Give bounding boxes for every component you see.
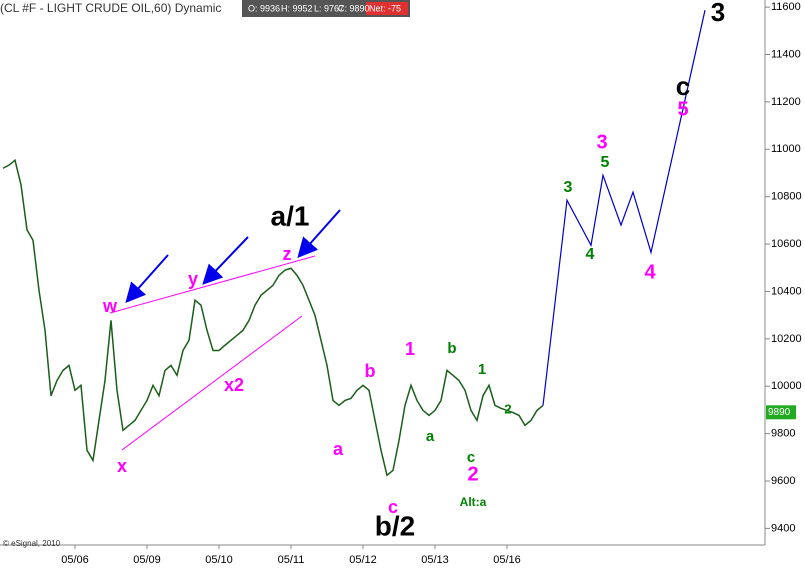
copyright: © eSignal, 2010 (3, 539, 61, 548)
last-price: 9890 (768, 407, 791, 418)
wave-label: 3 (711, 0, 725, 27)
wave-label: Alt:a (460, 495, 487, 509)
y-tick-label: 10600 (771, 238, 802, 250)
x-tick-label: 05/13 (421, 554, 449, 566)
ohlc: O: 9936 H: 9952 L: 9767 C: 9890 Net: -75 (248, 3, 401, 13)
series-line (542, 10, 706, 406)
wave-label: a (426, 428, 435, 445)
series-line (2, 158, 544, 477)
wave-label: 4 (586, 246, 595, 263)
chart-title: (CL #F - LIGHT CRUDE OIL,60) Dynamic (0, 1, 221, 15)
y-tick-label: 11200 (771, 96, 801, 108)
y-tick-label: 10400 (771, 285, 802, 297)
ohlc-low: L: 9767 (314, 3, 344, 13)
ohlc-open: O: 9936 (248, 3, 280, 13)
wave-label: w (102, 296, 118, 316)
wave-label: y (188, 269, 198, 289)
wave-label: z (283, 244, 292, 264)
wave-label: 5 (677, 98, 688, 120)
x-tick-label: 05/16 (493, 554, 521, 566)
wave-label: 5 (601, 154, 610, 171)
y-tick-label: 9400 (771, 522, 795, 534)
x-tick-label: 05/06 (61, 554, 89, 566)
y-tick-label: 10000 (771, 380, 802, 392)
wave-label: 3 (564, 179, 573, 196)
y-tick-label: 11000 (771, 143, 801, 155)
wave-label: 1 (405, 339, 415, 359)
ohlc-high: H: 9952 (281, 3, 313, 13)
ohlc-net: Net: -75 (369, 3, 401, 13)
wave-label: a/1 (271, 200, 310, 231)
ohlc-close: C: 9890 (338, 3, 370, 13)
wave-label: 2 (504, 401, 511, 416)
x-tick-label: 05/12 (349, 554, 377, 566)
wave-label: 4 (644, 261, 656, 283)
wave-label: x (117, 456, 127, 476)
x-tick-label: 05/11 (278, 554, 305, 566)
y-tick-label: 10800 (771, 191, 802, 203)
wave-label: c (388, 497, 398, 517)
y-tick-label: 9600 (771, 475, 795, 487)
wave-label: 1 (478, 361, 486, 378)
wave-label: b (447, 340, 456, 357)
last-price-box (766, 405, 796, 420)
y-tick-label: 11600 (771, 1, 801, 13)
wave-label: x2 (224, 375, 244, 395)
wave-label: c (676, 71, 690, 101)
arrow (297, 209, 341, 258)
y-tick-label: 10200 (771, 333, 802, 345)
wedge-line (121, 315, 303, 451)
wave-label: a (333, 439, 344, 459)
arrow (125, 254, 169, 303)
y-tick-label: 9800 (771, 428, 795, 440)
wave-label: b/2 (375, 510, 415, 541)
wave-label: 2 (467, 463, 478, 485)
wave-label: b (365, 361, 376, 381)
wave-label: 3 (596, 131, 607, 153)
x-tick-label: 05/10 (205, 554, 233, 566)
net-box (366, 2, 408, 15)
arrow (202, 236, 249, 285)
x-tick-label: 05/09 (133, 554, 161, 566)
wave-label: c (467, 449, 475, 466)
y-tick-label: 11400 (771, 48, 801, 60)
